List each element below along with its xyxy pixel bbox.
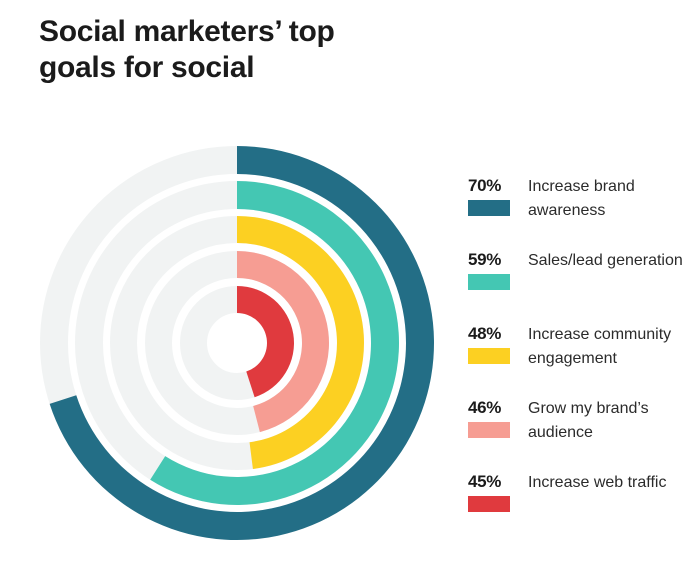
ring-bar-community-engagement xyxy=(237,216,365,469)
chart-bars xyxy=(49,146,434,540)
title-line-1: Social marketers’ top xyxy=(39,15,335,48)
radial-bar-chart xyxy=(40,146,434,540)
legend-swatch xyxy=(468,496,510,512)
ring-bar-sales-lead xyxy=(150,181,399,505)
legend-swatch xyxy=(468,348,510,364)
legend-item-community-engagement: 48% Increase community engagement xyxy=(468,322,700,396)
title-line-2: goals for social xyxy=(39,51,255,84)
legend-item-web-traffic: 45% Increase web traffic xyxy=(468,470,700,544)
legend-label: Increase community engagement xyxy=(528,326,672,367)
legend-item-brand-audience: 46% Grow my brand’s audience xyxy=(468,396,700,470)
legend-percent: 46% xyxy=(468,398,502,417)
legend-swatch xyxy=(468,200,510,216)
page-title: Social marketers’ top goals for social xyxy=(39,14,419,86)
ring-bar-web-traffic xyxy=(237,286,295,398)
ring-bar-brand-audience xyxy=(237,251,329,433)
legend-percent: 48% xyxy=(468,324,502,343)
legend-swatch xyxy=(468,274,510,290)
legend-percent: 45% xyxy=(468,472,502,491)
legend-item-brand-awareness: 70% Increase brand awareness xyxy=(468,174,700,248)
legend-label: Increase brand awareness xyxy=(528,178,635,219)
legend-label: Grow my brand’s audience xyxy=(528,400,649,441)
legend-item-sales-lead: 59% Sales/lead generation xyxy=(468,248,700,322)
legend-percent: 70% xyxy=(468,176,502,195)
legend-label: Increase web traffic xyxy=(528,474,667,491)
legend-swatch xyxy=(468,422,510,438)
legend-percent: 59% xyxy=(468,250,502,269)
legend-label: Sales/lead generation xyxy=(528,252,683,269)
chart-legend: 70% Increase brand awareness 59% Sales/l… xyxy=(468,174,700,544)
